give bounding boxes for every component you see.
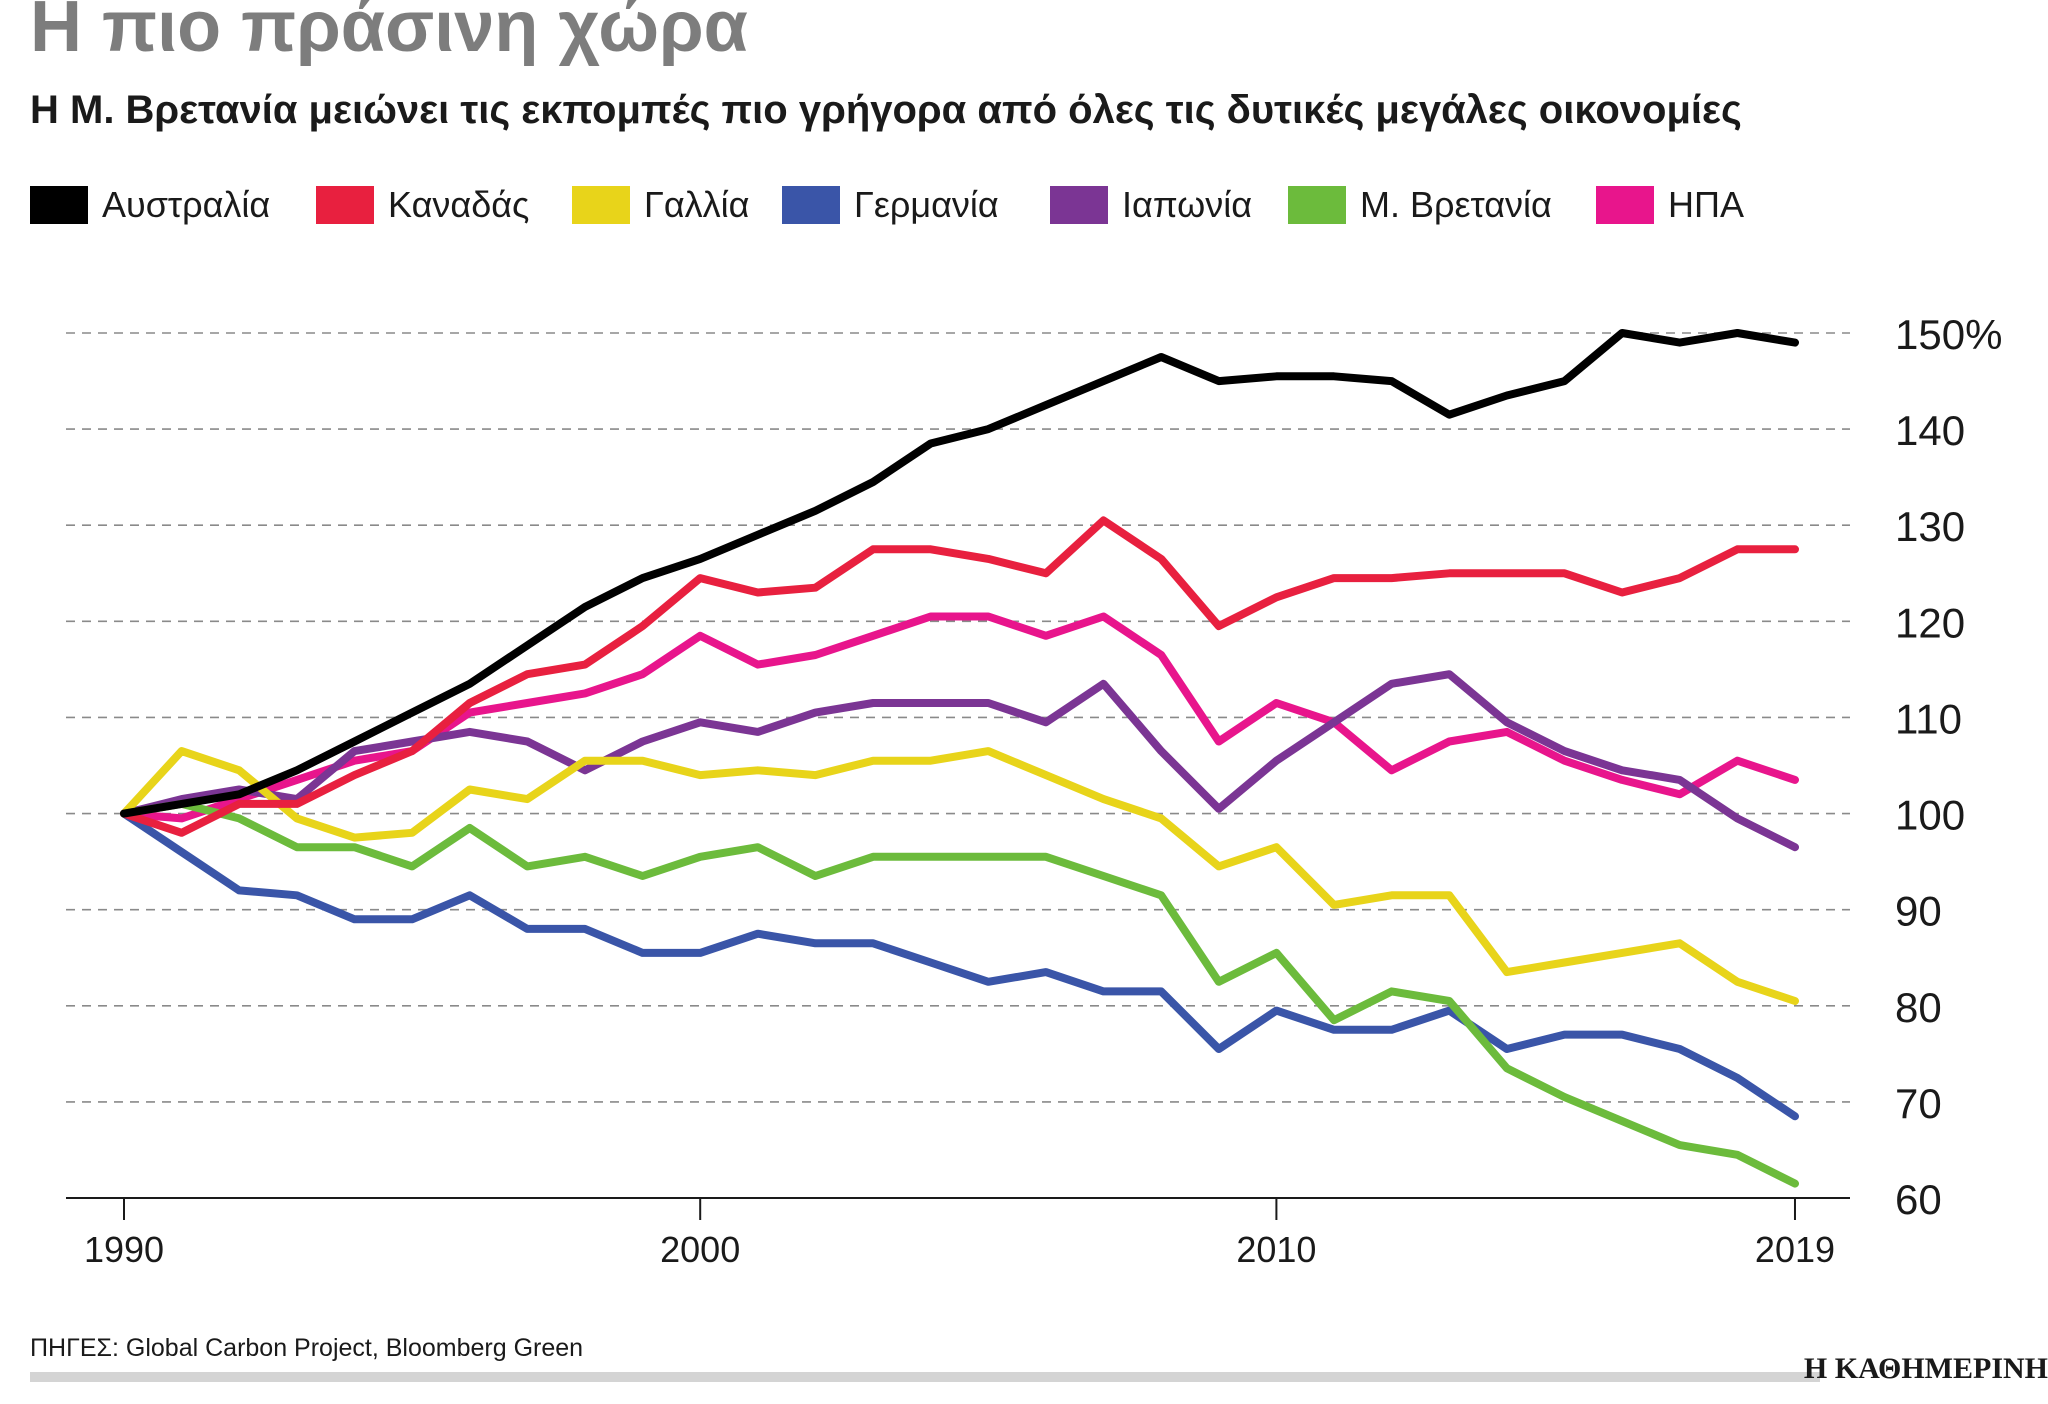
legend-swatch-france bbox=[572, 186, 630, 224]
y-tick-label-120: 120 bbox=[1895, 599, 1965, 646]
legend-swatch-uk bbox=[1288, 186, 1346, 224]
legend-swatch-canada bbox=[316, 186, 374, 224]
legend-item-france: Γαλλία bbox=[572, 182, 749, 228]
legend-item-germany: Γερμανία bbox=[782, 182, 999, 228]
legend-label-usa: ΗΠΑ bbox=[1668, 184, 1745, 225]
y-tick-label-140: 140 bbox=[1895, 407, 1965, 454]
legend-item-australia: Αυστραλία bbox=[30, 182, 270, 228]
y-tick-label-130: 130 bbox=[1895, 503, 1965, 550]
publisher-logo: Η ΚΑΘΗΜΕΡΙΝΗ bbox=[1803, 1352, 2048, 1385]
legend-label-japan: Ιαπωνία bbox=[1122, 184, 1253, 225]
legend-label-uk: Μ. Βρετανία bbox=[1360, 184, 1552, 225]
source-note: ΠΗΓΕΣ: Global Carbon Project, Bloomberg … bbox=[30, 1334, 584, 1362]
x-tick-label-2019: 2019 bbox=[1755, 1229, 1835, 1270]
legend-item-usa: ΗΠΑ bbox=[1596, 182, 1744, 228]
chart-subtitle: Η Μ. Βρετανία μειώνει τις εκπομπές πιο γ… bbox=[30, 88, 1742, 132]
y-tick-label-70: 70 bbox=[1895, 1080, 1942, 1127]
legend-swatch-japan bbox=[1050, 186, 1108, 224]
series-line-1 bbox=[120, 516, 1799, 837]
x-tick-label-2010: 2010 bbox=[1236, 1229, 1316, 1270]
x-tick-label-2000: 2000 bbox=[660, 1229, 740, 1270]
legend-item-japan: Ιαπωνία bbox=[1050, 182, 1252, 228]
legend: Αυστραλία Καναδάς Γαλλία Γερμανία Ιαπωνί… bbox=[30, 182, 2030, 228]
legend-label-australia: Αυστραλία bbox=[102, 184, 271, 225]
series-line-3 bbox=[120, 809, 1799, 1121]
y-tick-label-110: 110 bbox=[1895, 695, 1962, 742]
series-line-4 bbox=[120, 670, 1799, 852]
chart-title: Η πιο πράσινη χώρα bbox=[30, 0, 748, 67]
legend-swatch-germany bbox=[782, 186, 840, 224]
series-line-0 bbox=[120, 329, 1799, 818]
legend-swatch-usa bbox=[1596, 186, 1654, 224]
y-tick-label-60: 60 bbox=[1895, 1176, 1942, 1223]
y-tick-label-90: 90 bbox=[1895, 888, 1942, 935]
legend-swatch-australia bbox=[30, 186, 88, 224]
footer-divider bbox=[30, 1372, 1820, 1382]
legend-item-canada: Καναδάς bbox=[316, 182, 529, 228]
x-tick-label-1990: 1990 bbox=[84, 1229, 164, 1270]
legend-label-canada: Καναδάς bbox=[388, 184, 530, 225]
series-line-5 bbox=[120, 799, 1799, 1188]
series-line-2 bbox=[120, 747, 1799, 1005]
legend-item-uk: Μ. Βρετανία bbox=[1288, 182, 1552, 228]
y-tick-label-80: 80 bbox=[1895, 984, 1942, 1031]
legend-label-germany: Γερμανία bbox=[854, 184, 999, 225]
y-tick-label-150: 150% bbox=[1895, 311, 2002, 358]
y-tick-label-100: 100 bbox=[1895, 792, 1965, 839]
legend-label-france: Γαλλία bbox=[644, 184, 750, 225]
